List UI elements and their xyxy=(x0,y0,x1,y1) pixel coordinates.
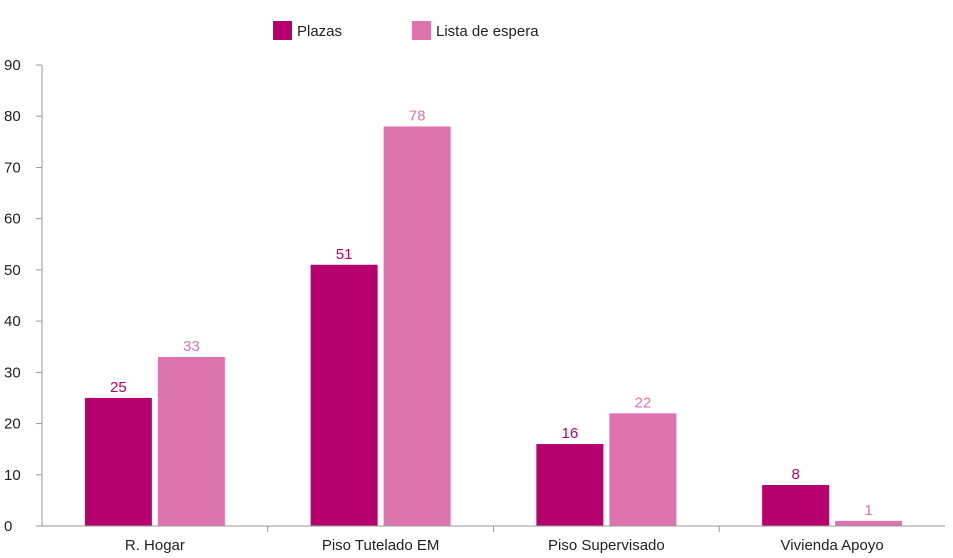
y-tick-label: 90 xyxy=(4,57,21,74)
y-tick-label: 10 xyxy=(4,467,21,484)
data-label: 25 xyxy=(110,379,127,396)
y-tick-label: 60 xyxy=(4,211,21,228)
y-tick-label: 50 xyxy=(4,262,21,279)
bar-plazas xyxy=(536,444,604,526)
bar-plazas xyxy=(310,264,378,526)
bar-plazas xyxy=(84,397,152,526)
data-label: 8 xyxy=(791,466,799,483)
data-label: 78 xyxy=(409,107,426,124)
y-tick-label: 80 xyxy=(4,108,21,125)
legend-label: Plazas xyxy=(297,23,342,40)
x-tick-label: Piso Supervisado xyxy=(548,537,665,554)
plot-area: 25 33 51 78 16 22 8 1 xyxy=(84,107,903,526)
data-label: 51 xyxy=(336,246,353,263)
y-tick-label: 30 xyxy=(4,364,21,381)
legend-label: Lista de espera xyxy=(436,23,539,40)
y-tick-label: 20 xyxy=(4,416,21,433)
bar-plazas xyxy=(762,485,830,526)
data-label: 16 xyxy=(562,425,579,442)
legend: Plazas Lista de espera xyxy=(273,21,539,40)
legend-swatch xyxy=(273,21,292,40)
bar-lista-de-espera xyxy=(383,126,451,526)
x-tick-label: Piso Tutelado EM xyxy=(322,537,440,554)
y-tick-label: 40 xyxy=(4,313,21,330)
data-label: 33 xyxy=(183,338,200,355)
bar-lista-de-espera xyxy=(609,413,677,526)
legend-swatch xyxy=(412,21,431,40)
data-label: 1 xyxy=(864,502,872,519)
bar-lista-de-espera xyxy=(835,520,903,526)
x-tick-label: Vivienda Apoyo xyxy=(781,537,884,554)
x-tick-label: R. Hogar xyxy=(125,537,185,554)
y-tick-label: 0 xyxy=(4,518,12,535)
y-axis: 0 10 20 30 40 50 60 70 80 90 xyxy=(4,57,43,535)
bar-lista-de-espera xyxy=(157,356,225,526)
x-axis: R. Hogar Piso Tutelado EM Piso Supervisado… xyxy=(42,525,945,554)
data-label: 22 xyxy=(635,394,652,411)
y-tick-label: 70 xyxy=(4,159,21,176)
